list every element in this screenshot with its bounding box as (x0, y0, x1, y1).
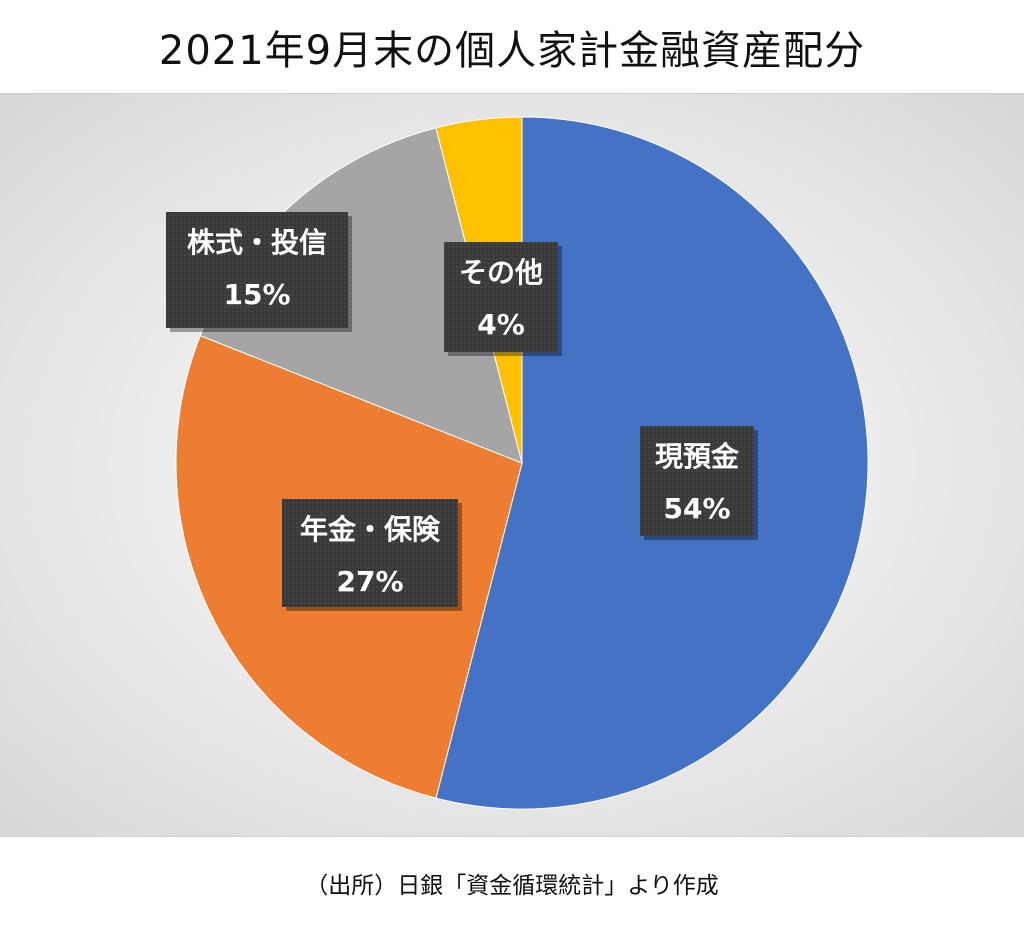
slice-value-label: 15% (223, 278, 290, 311)
slice-label-2: 年金・保険 27% (282, 499, 462, 611)
slice-label-1: 現預金 54% (640, 426, 758, 540)
pie-labels: 現預金 54% 年金・保険 27% 株式・投信 15% その他 4% (166, 212, 758, 611)
plot-area: 現預金 54% 年金・保険 27% 株式・投信 15% その他 4% (0, 93, 1024, 837)
slice-category-label: その他 (459, 256, 543, 289)
slice-category-label: 現預金 (655, 440, 740, 473)
source-note: （出所）日銀「資金循環統計」より作成 (305, 873, 719, 899)
pie-chart: 現預金 54% 年金・保険 27% 株式・投信 15% その他 4% (166, 116, 869, 810)
slice-label-3: 株式・投信 15% (166, 212, 352, 332)
chart-title: 2021年9月末の個人家計金融資産配分 (158, 28, 866, 74)
slice-value-label: 27% (336, 565, 403, 598)
slice-value-label: 54% (663, 492, 730, 525)
slice-category-label: 株式・投信 (187, 226, 327, 259)
slice-value-label: 4% (477, 308, 525, 341)
slice-category-label: 年金・保険 (300, 513, 441, 546)
slice-label-4: その他 4% (444, 242, 562, 356)
